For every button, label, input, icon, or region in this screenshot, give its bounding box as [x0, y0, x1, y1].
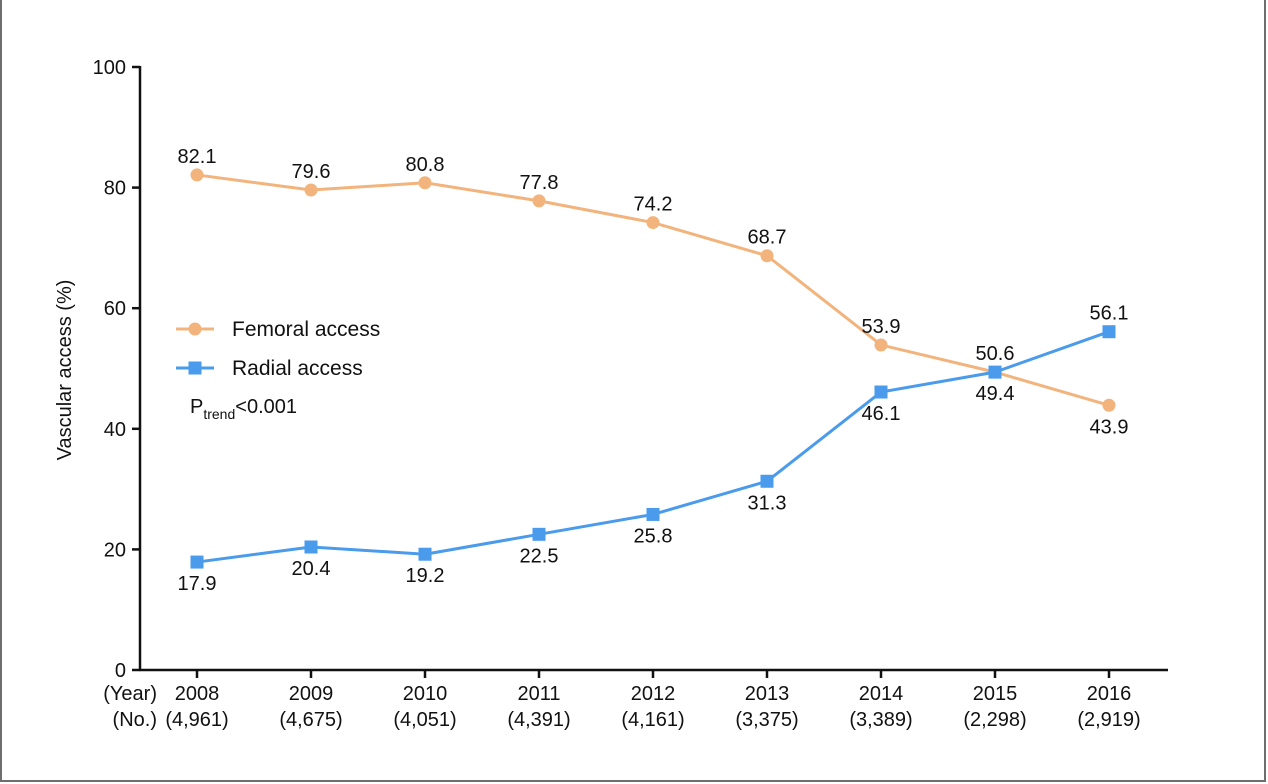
data-label-radial: 20.4	[292, 558, 331, 580]
data-label-femoral: 68.7	[748, 227, 787, 249]
data-label-radial: 22.5	[520, 545, 559, 567]
x-tick-label-year: 2013	[745, 683, 790, 705]
legend-item-radial: Radial access	[176, 357, 363, 380]
y-tick-label: 0	[115, 660, 126, 682]
data-point-radial	[190, 555, 204, 569]
y-tick-label: 100	[93, 57, 126, 79]
x-tick-label-year: 2016	[1087, 683, 1132, 705]
p-trend-annotation: Ptrend<0.001	[190, 396, 297, 422]
data-point-femoral	[304, 183, 318, 197]
p-trend-main: P	[190, 396, 203, 418]
legend-item-femoral: Femoral access	[176, 318, 380, 341]
data-point-femoral	[760, 249, 774, 263]
x-tick-label-count: (4,961)	[165, 709, 228, 731]
data-point-femoral	[1102, 398, 1116, 412]
data-label-radial: 31.3	[748, 492, 787, 514]
data-label-radial: 56.1	[1090, 303, 1129, 325]
x-tick-label-year: 2014	[859, 683, 904, 705]
data-point-radial	[760, 474, 774, 488]
data-label-femoral: 80.8	[406, 154, 445, 176]
data-point-femoral	[646, 216, 660, 230]
x-tick-label-count: (2,919)	[1077, 709, 1140, 731]
data-label-radial: 25.8	[634, 525, 673, 547]
data-label-radial: 17.9	[178, 573, 217, 595]
x-tick-label-count: (4,391)	[507, 709, 570, 731]
data-point-radial	[874, 385, 888, 399]
p-trend-subscript: trend	[203, 406, 235, 422]
y-tick-label: 60	[104, 298, 126, 320]
data-label-radial: 19.2	[406, 565, 445, 587]
data-label-femoral: 82.1	[178, 146, 217, 168]
x-tick-label-count: (4,675)	[279, 709, 342, 731]
data-point-femoral	[532, 194, 546, 208]
x-tick-label-count: (4,051)	[393, 709, 456, 731]
y-tick-label: 20	[104, 539, 126, 561]
data-label-femoral: 77.8	[520, 172, 559, 194]
data-point-radial	[1102, 325, 1116, 339]
p-trend-value: <0.001	[235, 396, 297, 418]
x-tick-label-year: 2012	[631, 683, 676, 705]
x-tick-label-year: 2011	[517, 683, 560, 705]
data-label-radial: 49.4	[976, 383, 1015, 405]
legend: Femoral access Radial access	[176, 318, 380, 380]
data-point-radial	[646, 507, 660, 521]
x-tick-label-year: 2009	[289, 683, 334, 705]
data-point-femoral	[874, 338, 888, 352]
data-label-femoral: 79.6	[292, 161, 331, 183]
legend-label-femoral: Femoral access	[232, 318, 380, 341]
data-label-femoral: 53.9	[862, 316, 901, 338]
data-label-femoral: 50.6	[976, 343, 1015, 365]
legend-label-radial: Radial access	[232, 357, 363, 380]
data-point-radial	[304, 540, 318, 554]
x-tick-label-count: (3,375)	[735, 709, 798, 731]
data-point-radial	[418, 547, 432, 561]
x-tick-label-year: 2010	[403, 683, 448, 705]
data-point-radial	[532, 527, 546, 541]
x-tick-label-count: (2,298)	[963, 709, 1026, 731]
legend-marker-radial	[188, 361, 202, 375]
legend-marker-femoral	[188, 322, 202, 336]
data-label-femoral: 74.2	[634, 194, 673, 216]
data-label-femoral: 43.9	[1090, 416, 1129, 438]
x-row-label-year: (Year)	[103, 683, 157, 705]
x-row-label-count: (No.)	[113, 709, 157, 731]
x-tick-label-count: (3,389)	[849, 709, 912, 731]
x-tick-label-count: (4,161)	[621, 709, 684, 731]
x-tick-label-year: 2008	[175, 683, 220, 705]
data-point-femoral	[418, 176, 432, 190]
data-label-radial: 46.1	[862, 403, 901, 425]
y-axis-title: Vascular access (%)	[54, 280, 76, 461]
y-tick-label: 40	[104, 419, 126, 441]
data-point-radial	[988, 365, 1002, 379]
x-tick-label-year: 2015	[973, 683, 1018, 705]
y-tick-label: 80	[104, 178, 126, 200]
data-point-femoral	[190, 168, 204, 182]
